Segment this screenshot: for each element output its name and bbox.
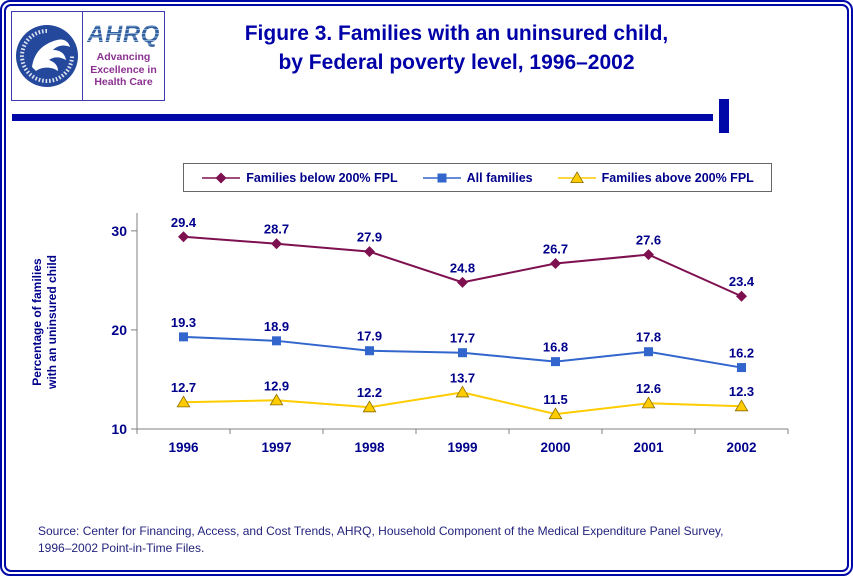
diamond-marker — [178, 231, 189, 243]
square-marker — [365, 346, 374, 356]
data-point-label: 27.6 — [636, 233, 661, 248]
hhs-eagle-icon — [16, 25, 78, 87]
square-marker — [551, 357, 560, 367]
data-point-label: 12.9 — [264, 378, 289, 393]
triangle-marker — [569, 170, 584, 183]
data-point-label: 19.3 — [171, 315, 196, 330]
y-tick-label: 30 — [111, 223, 127, 239]
data-point-label: 13.7 — [450, 370, 475, 385]
ahrq-tagline-line2: Excellence in — [90, 63, 157, 76]
x-tick-label: 2000 — [540, 440, 570, 455]
data-point-label: 12.7 — [171, 380, 196, 395]
chart-plot: 10 20 30 1996 1997 1998 1999 2000 2001 2002 29.4 28… — [111, 213, 789, 455]
header-divider-accent — [719, 99, 729, 133]
data-point-label: 17.7 — [450, 331, 475, 346]
y-axis-title-line2: with an uninsured child — [45, 255, 59, 390]
y-tick-label: 10 — [111, 421, 127, 437]
data-point-label: 28.7 — [264, 222, 289, 237]
header-divider-bar — [12, 114, 713, 121]
square-marker — [179, 332, 188, 342]
x-tick-label: 1999 — [447, 440, 477, 455]
ahrq-tagline: Advancing Excellence in Health Care — [90, 51, 157, 89]
data-point-label: 17.8 — [636, 330, 661, 345]
triangle-marker — [641, 396, 656, 409]
square-marker — [437, 173, 447, 182]
chart-legend: Families below 200% FPL All families Famil… — [183, 163, 772, 192]
diamond-marker — [215, 172, 227, 183]
data-point-label: 24.8 — [450, 260, 475, 275]
x-tick-label: 1996 — [168, 440, 199, 455]
y-axis-title: Percentage of families with an uninsured… — [30, 217, 60, 427]
diamond-legend-marker-icon — [202, 172, 241, 183]
square-legend-marker-icon — [422, 173, 461, 182]
data-point-label: 11.5 — [543, 392, 568, 407]
triangle-marker — [362, 400, 377, 413]
data-point-label: 16.8 — [543, 340, 568, 355]
data-point-label: 18.9 — [264, 319, 289, 334]
data-point-label: 26.7 — [543, 242, 568, 257]
triangle-marker — [176, 395, 191, 408]
x-tick-label: 2001 — [633, 440, 664, 455]
title-line-1: Figure 3. Families with an uninsured chi… — [244, 22, 669, 45]
legend-label: All families — [466, 170, 533, 185]
page-title: Figure 3. Families with an uninsured chi… — [172, 19, 741, 78]
y-tick-label: 20 — [111, 322, 127, 338]
data-point-label: 12.6 — [636, 381, 661, 396]
data-point-label: 23.4 — [729, 274, 755, 289]
square-marker — [272, 336, 281, 346]
title-line-2: by Federal poverty level, 1996–2002 — [278, 51, 635, 75]
diamond-marker — [271, 238, 282, 250]
square-marker — [458, 348, 467, 358]
source-note: Source: Center for Financing, Access, an… — [38, 523, 831, 558]
diamond-marker — [736, 290, 747, 302]
data-point-label: 17.9 — [357, 329, 382, 344]
data-point-label: 12.2 — [357, 385, 382, 400]
source-line-1: Source: Center for Financing, Access, an… — [38, 524, 724, 538]
data-point-label: 16.2 — [729, 346, 754, 361]
diamond-marker — [643, 249, 654, 261]
triangle-legend-marker-icon — [557, 170, 596, 183]
diamond-marker — [457, 276, 468, 288]
legend-item: Families below 200% FPL — [201, 170, 398, 185]
data-point-label: 29.4 — [171, 215, 197, 230]
square-marker — [737, 363, 746, 373]
data-point-label: 27.9 — [357, 230, 382, 245]
ahrq-tagline-line1: Advancing — [96, 51, 151, 64]
ahrq-tagline-line3: Health Care — [94, 76, 153, 89]
square-marker — [644, 347, 653, 357]
legend-item: Families above 200% FPL — [557, 171, 754, 185]
triangle-marker — [734, 399, 749, 412]
triangle-marker — [269, 393, 284, 406]
source-line-2: 1996–2002 Point-in-Time Files. — [38, 541, 205, 556]
legend-label: Families above 200% FPL — [601, 170, 754, 185]
y-axis-title-line1: Percentage of families — [30, 258, 44, 386]
x-tick-label: 1998 — [354, 440, 385, 455]
ahrq-logo: AHRQ Advancing Excellence in Health Care — [82, 12, 164, 100]
triangle-marker — [548, 407, 563, 420]
diamond-marker — [550, 258, 561, 270]
x-tick-label: 2002 — [726, 440, 756, 455]
x-tick-label: 1997 — [261, 440, 291, 455]
ahrq-wordmark: AHRQ — [87, 21, 160, 49]
triangle-marker — [455, 385, 470, 398]
legend-label: Families below 200% FPL — [246, 170, 398, 185]
legend-item: All families — [422, 171, 533, 185]
hhs-logo — [12, 12, 82, 100]
diamond-marker — [364, 246, 375, 258]
data-point-label: 12.3 — [729, 384, 754, 399]
logo-box: AHRQ Advancing Excellence in Health Care — [11, 11, 165, 101]
